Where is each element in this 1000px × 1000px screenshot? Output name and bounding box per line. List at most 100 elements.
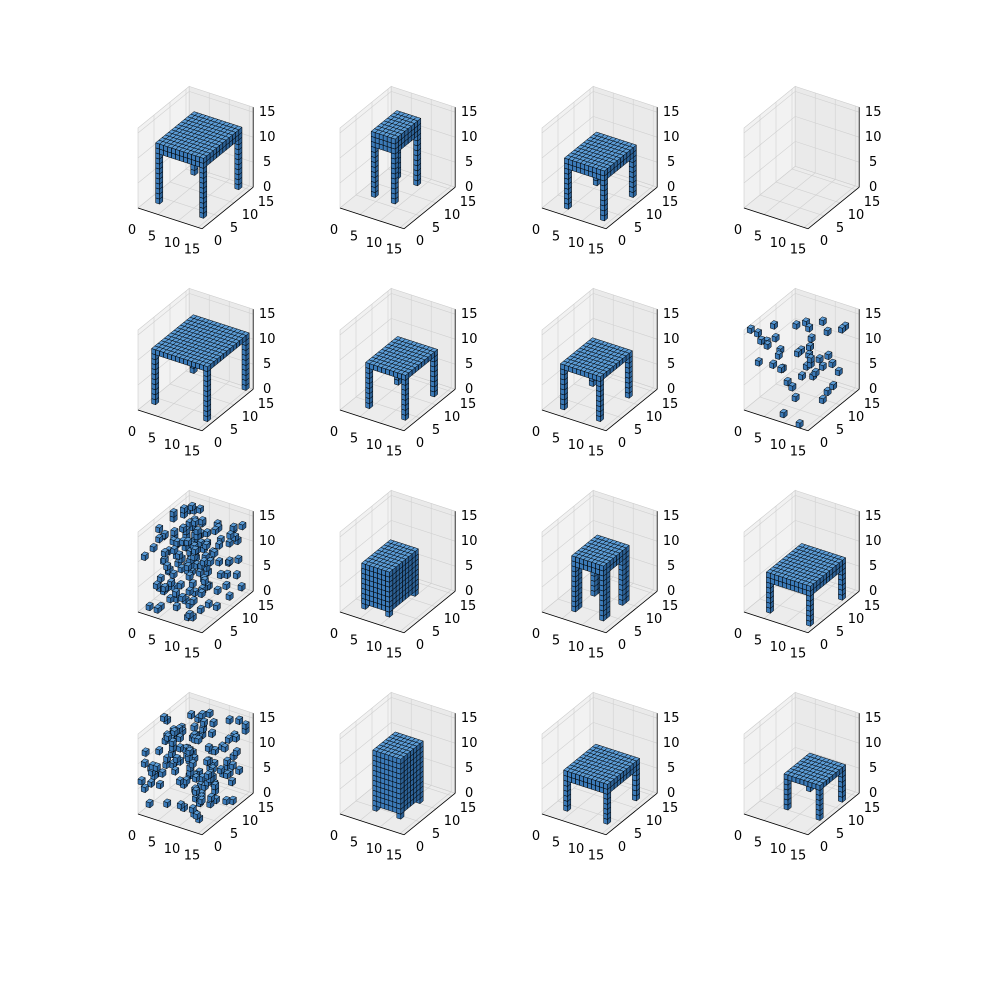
x-tick-label: 0 — [532, 425, 540, 440]
y-tick-label: 5 — [836, 221, 844, 236]
x-tick-label: 0 — [128, 425, 136, 440]
y-tick-label: 0 — [618, 234, 626, 249]
x-tick-label: 10 — [366, 438, 383, 453]
y-tick-label: 15 — [258, 397, 275, 412]
y-tick-label: 5 — [634, 423, 642, 438]
z-tick-label: 15 — [461, 105, 478, 120]
x-tick-label: 10 — [366, 236, 383, 251]
y-tick-label: 10 — [444, 410, 461, 425]
z-tick-label: 0 — [667, 180, 675, 195]
z-tick-label: 5 — [869, 155, 877, 170]
x-tick-label: 10 — [164, 236, 181, 251]
y-tick-label: 5 — [634, 221, 642, 236]
x-tick-label: 10 — [568, 438, 585, 453]
y-tick-label: 0 — [416, 436, 424, 451]
y-tick-label: 5 — [230, 423, 238, 438]
y-tick-label: 10 — [646, 208, 663, 223]
z-tick-label: 0 — [869, 180, 877, 195]
z-tick-label: 0 — [465, 180, 473, 195]
x-tick-label: 5 — [148, 432, 156, 447]
z-tick-label: 5 — [263, 357, 271, 372]
x-tick-label: 5 — [148, 230, 156, 245]
z-tick-label: 0 — [263, 382, 271, 397]
z-tick-label: 10 — [865, 130, 882, 145]
x-tick-label: 0 — [330, 425, 338, 440]
x-tick-label: 5 — [350, 432, 358, 447]
y-tick-label: 10 — [242, 208, 259, 223]
x-gridline — [197, 105, 250, 228]
y-tick-label: 5 — [230, 221, 238, 236]
x-tick-label: 10 — [164, 438, 181, 453]
y-tick-label: 5 — [432, 221, 440, 236]
z-tick-label: 5 — [465, 357, 473, 372]
y-tick-label: 15 — [460, 397, 477, 412]
x-tick-label: 15 — [184, 243, 201, 258]
z-tick-label: 5 — [465, 155, 473, 170]
z-tick-label: 0 — [263, 180, 271, 195]
x-tick-label: 15 — [386, 243, 403, 258]
z-tick-label: 5 — [667, 155, 675, 170]
x-tick-label: 0 — [532, 223, 540, 238]
x-tick-label: 5 — [552, 230, 560, 245]
y-tick-label: 15 — [258, 195, 275, 210]
x-tick-label: 15 — [588, 445, 605, 460]
x-tick-label: 5 — [552, 432, 560, 447]
y-tick-label: 10 — [242, 410, 259, 425]
y-tick-label: 5 — [432, 423, 440, 438]
z-tick-label: 15 — [259, 307, 276, 322]
x-tick-label: 5 — [350, 230, 358, 245]
y-tick-label: 15 — [864, 195, 881, 210]
y-gridline — [153, 115, 219, 217]
z-tick-label: 10 — [663, 130, 680, 145]
x-tick-label: 0 — [330, 223, 338, 238]
x-tick-label: 15 — [386, 445, 403, 460]
x-tick-label: 10 — [568, 236, 585, 251]
y-tick-label: 15 — [460, 195, 477, 210]
z-tick-label: 10 — [259, 130, 276, 145]
y-tick-label: 0 — [214, 234, 222, 249]
y-tick-label: 0 — [416, 234, 424, 249]
x-tick-label: 0 — [734, 223, 742, 238]
z-tick-label: 5 — [667, 357, 675, 372]
z-tick-label: 0 — [465, 382, 473, 397]
y-tick-label: 15 — [662, 195, 679, 210]
x-tick-label: 5 — [754, 230, 762, 245]
z-tick-label: 5 — [263, 155, 271, 170]
y-tick-label: 10 — [646, 410, 663, 425]
x-axis-line — [137, 207, 203, 230]
y-axis-line — [201, 186, 254, 230]
x-tick-label: 15 — [588, 243, 605, 258]
y-tick-label: 0 — [820, 234, 828, 249]
z-tick-label: 15 — [461, 307, 478, 322]
z-tick-label: 10 — [461, 130, 478, 145]
y-tick-label: 15 — [662, 397, 679, 412]
z-tick-label: 15 — [663, 307, 680, 322]
z-tick-label: 0 — [667, 382, 675, 397]
x-tick-label: 10 — [770, 236, 787, 251]
voxel-set — [155, 111, 243, 219]
y-tick-label: 0 — [618, 436, 626, 451]
z-tick-label: 15 — [259, 105, 276, 120]
x-tick-label: 15 — [184, 445, 201, 460]
z-tick-label: 10 — [259, 332, 276, 347]
z-tick-label: 15 — [663, 105, 680, 120]
y-tick-label: 0 — [214, 436, 222, 451]
z-tick-label: 10 — [461, 332, 478, 347]
y-gridline — [185, 89, 251, 191]
y-tick-label: 10 — [848, 208, 865, 223]
z-tick-label: 15 — [865, 105, 882, 120]
z-tick-label: 10 — [663, 332, 680, 347]
x-tick-label: 15 — [790, 243, 807, 258]
y-tick-label: 10 — [444, 208, 461, 223]
x-tick-label: 0 — [128, 223, 136, 238]
z-gridline — [137, 91, 254, 134]
y-gridline — [169, 102, 235, 204]
